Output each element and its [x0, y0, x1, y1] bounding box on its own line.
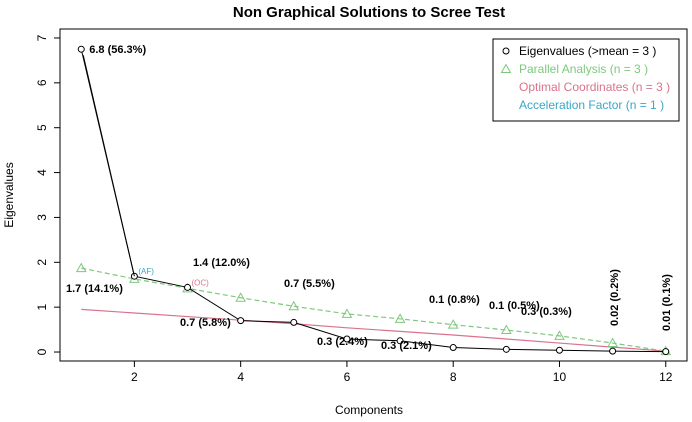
data-label: 0.3 (2.1%) [381, 340, 432, 352]
eigenvalue-point [449, 344, 457, 352]
y-tick-label: 3 [35, 214, 49, 221]
parallel-analysis-point [288, 300, 300, 311]
y-tick-label: 2 [35, 259, 49, 266]
annotation-oc: (OC) [192, 278, 210, 287]
parallel-analysis-point [447, 319, 459, 329]
data-label: 0.02 (0.2%) [609, 269, 621, 326]
data-label: 0.7 (5.5%) [284, 278, 335, 290]
eigenvalue-point [502, 345, 510, 353]
legend-entry: Parallel Analysis (n = 3 ) [519, 62, 648, 76]
x-tick-label: 2 [131, 370, 138, 384]
data-label: 6.8 (56.3%) [89, 44, 146, 56]
optimal-coordinates-line [81, 308, 666, 352]
data-label: 0.1 (0.5%) [489, 300, 540, 312]
y-tick-label: 7 [35, 34, 49, 41]
x-tick-label: 10 [553, 370, 567, 384]
series-layer [75, 45, 672, 356]
data-label: 0.1 (0.8%) [429, 294, 480, 306]
x-axis-label: Components [335, 403, 403, 417]
eigenvalue-point [609, 347, 617, 355]
legend-entry: Optimal Coordinates (n = 3 ) [519, 80, 670, 94]
parallel-analysis-point [235, 292, 247, 302]
eigenvalue-point [662, 348, 670, 356]
eigenvalue-point [396, 337, 404, 345]
acceleration-factor-line [82, 55, 135, 277]
eigenvalue-point [184, 283, 192, 291]
legend-circle-marker [502, 47, 510, 55]
x-tick-label: 4 [237, 370, 244, 384]
data-labels-layer: (AF) (OC) 6.8 (56.3%) 1.7 (14.1%) 1.4 (12.0%… [66, 44, 673, 352]
legend-triangle-marker [500, 63, 512, 73]
legend-entry: Eigenvalues (>mean = 3 ) [519, 44, 656, 58]
parallel-analysis-point [607, 337, 618, 348]
parallel-analysis-point [554, 330, 565, 340]
legend-box [492, 38, 680, 122]
data-label: 0.3 (0.3%) [521, 306, 572, 318]
y-tick-label: 6 [35, 79, 49, 86]
chart-title: Non Graphical Solutions to Scree Test [233, 4, 505, 21]
x-tick-label: 12 [659, 370, 673, 384]
data-label: 1.4 (12.0%) [193, 257, 250, 269]
y-axis-label: Eigenvalues [2, 162, 16, 227]
y-tick-label: 4 [35, 169, 49, 176]
parallel-analysis-point [75, 262, 87, 273]
eigenvalue-point [343, 335, 351, 343]
parallel-analysis-point [394, 313, 406, 323]
eigenvalue-point [555, 346, 563, 354]
annotation-af: (AF) [138, 267, 154, 276]
parallel-analysis-line [81, 267, 666, 352]
y-tick-label: 1 [35, 304, 49, 311]
parallel-analysis-point [500, 324, 512, 335]
legend-entry: Acceleration Factor (n = 1 ) [519, 98, 664, 112]
data-label: 0.7 (5.8%) [180, 317, 231, 329]
parallel-analysis-point [341, 308, 353, 318]
x-tick-label: 8 [450, 370, 457, 384]
eigenvalues-line [80, 49, 666, 353]
legend: Eigenvalues (>mean = 3 ) Parallel Analysi… [492, 38, 680, 122]
y-tick-label: 0 [35, 348, 49, 355]
y-tick-label: 5 [35, 124, 49, 131]
data-label: 1.7 (14.1%) [66, 283, 123, 295]
data-label: 0.01 (0.1%) [661, 274, 673, 331]
plot-frame [59, 28, 688, 362]
x-tick-label: 6 [344, 370, 351, 384]
eigenvalue-point [77, 45, 85, 53]
eigenvalue-point [237, 317, 245, 325]
data-label: 0.3 (2.4%) [317, 336, 368, 348]
eigenvalue-point [290, 318, 298, 326]
